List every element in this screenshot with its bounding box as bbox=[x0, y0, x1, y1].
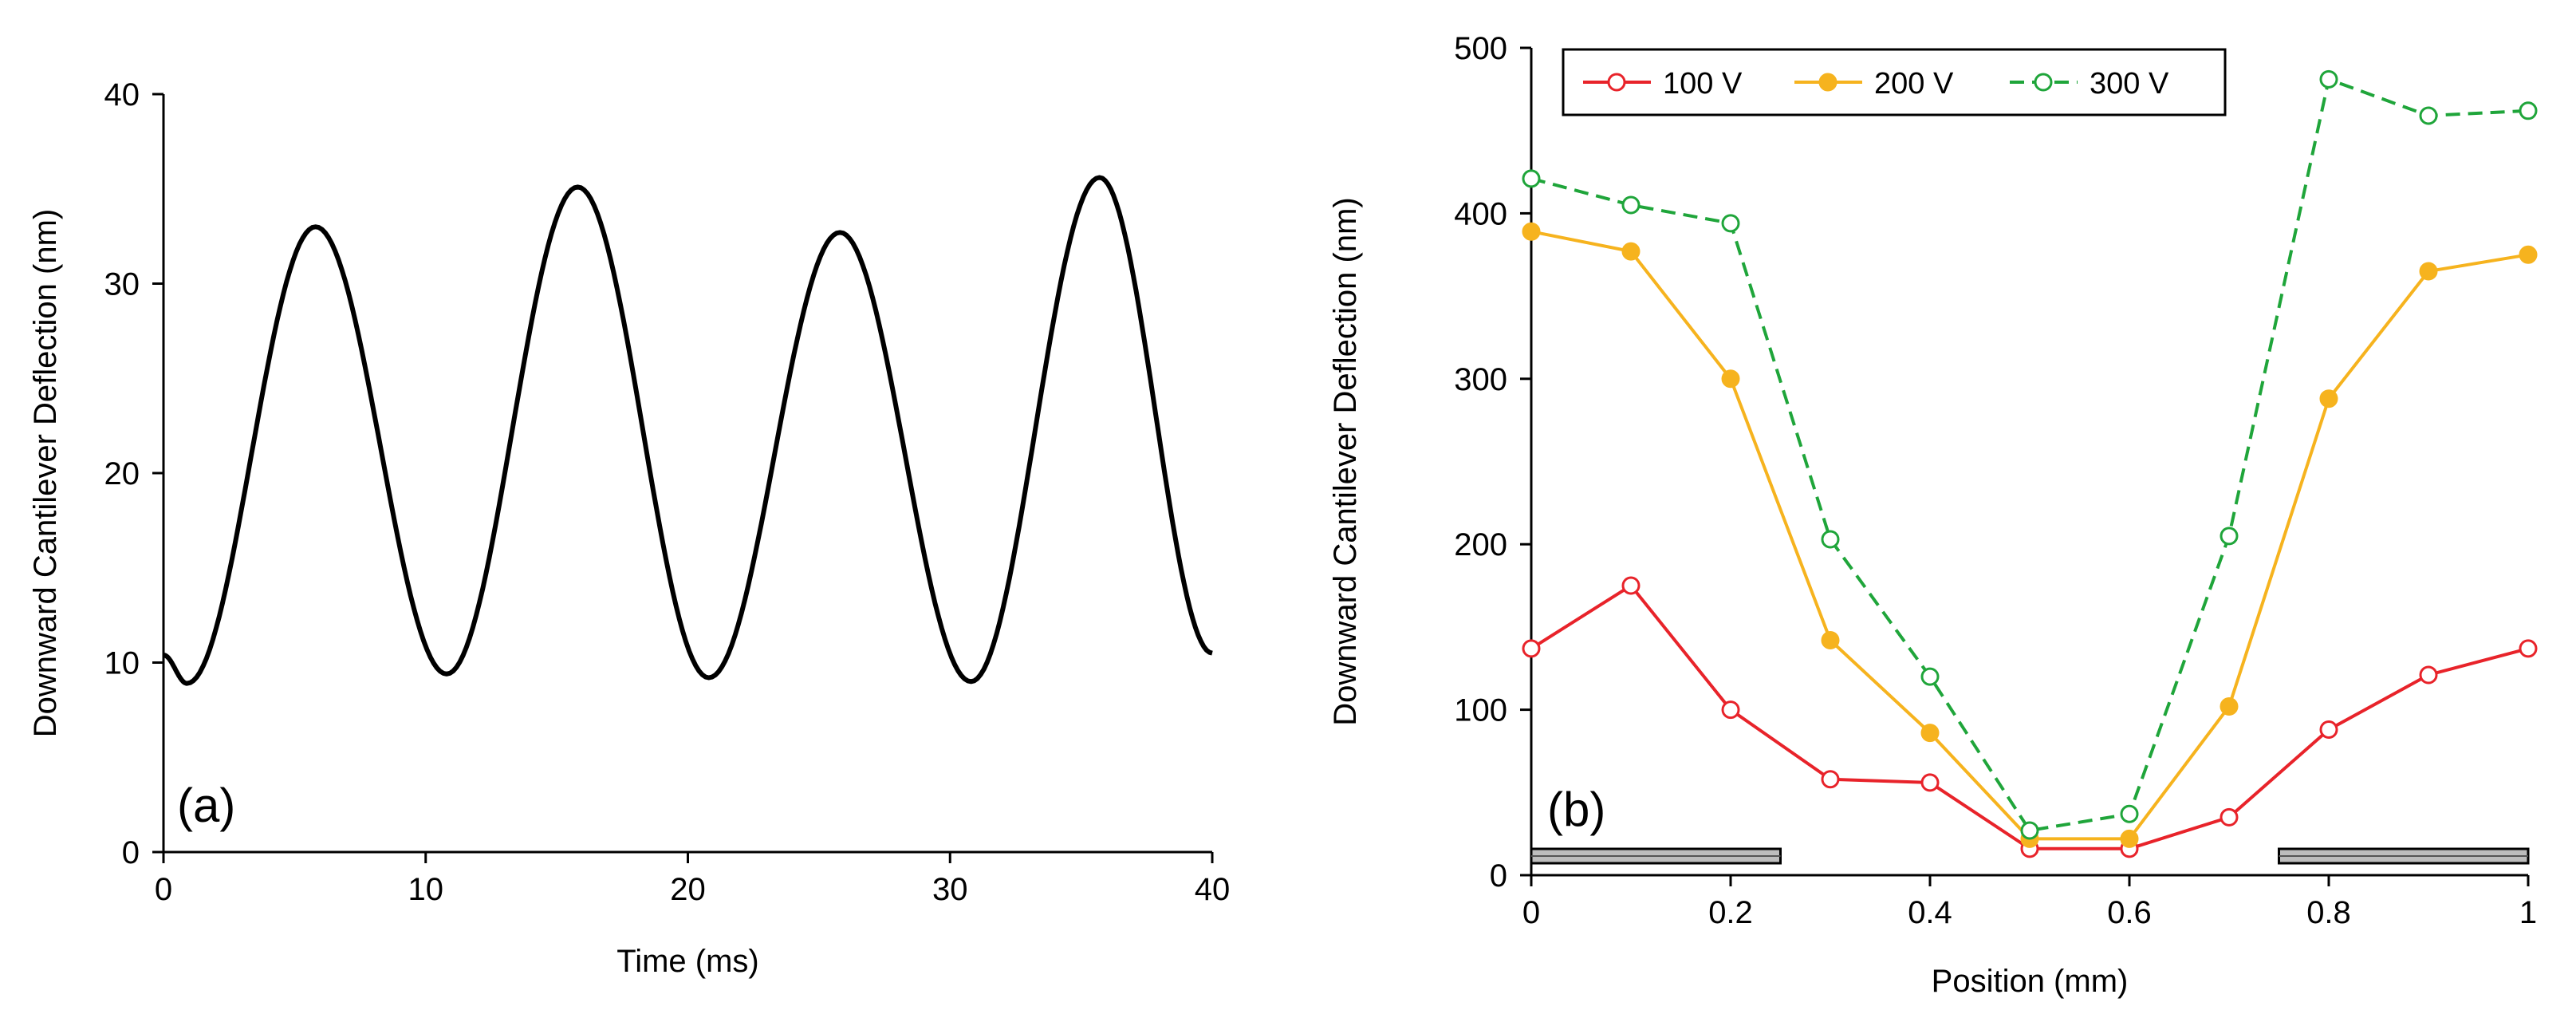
x-tick-label: 20 bbox=[670, 872, 706, 907]
y-tick-label: 20 bbox=[104, 456, 140, 491]
panel-b-chart: 0 100 200 300 400 500 0 0.2 0.4 0.6 0.8 1 Position (… bbox=[1328, 31, 2538, 999]
data-point bbox=[1621, 195, 1641, 215]
y-tick-label: 500 bbox=[1454, 31, 1507, 66]
data-point bbox=[2519, 101, 2538, 120]
panel-label-b: (b) bbox=[1547, 783, 1605, 836]
y-tick-label: 200 bbox=[1454, 527, 1507, 562]
x-tick-label: 0.4 bbox=[1908, 895, 1952, 930]
y-tick-label: 0 bbox=[122, 835, 140, 870]
panel-label-a: (a) bbox=[177, 779, 235, 832]
y-tick-label: 40 bbox=[104, 77, 140, 112]
y-tick-label: 400 bbox=[1454, 196, 1507, 231]
series-line-100-V bbox=[1530, 584, 2529, 850]
legend-label: 200 V bbox=[1874, 67, 1954, 101]
legend-label: 300 V bbox=[2090, 67, 2169, 101]
legend-label: 100 V bbox=[1663, 67, 1743, 101]
x-tick-label: 30 bbox=[932, 872, 968, 907]
data-point bbox=[1821, 770, 1840, 789]
y-tick-label: 100 bbox=[1454, 693, 1507, 728]
y-tick-label: 300 bbox=[1454, 362, 1507, 397]
data-point bbox=[2419, 106, 2438, 125]
legend: 100 V 200 V 300 V bbox=[1562, 48, 2227, 116]
x-tick-label: 0.2 bbox=[1708, 895, 1753, 930]
data-point bbox=[1721, 700, 1740, 720]
data-point bbox=[1821, 530, 1840, 549]
data-point bbox=[1522, 222, 1541, 241]
data-point bbox=[1920, 667, 1940, 686]
data-point bbox=[2419, 665, 2438, 685]
data-point bbox=[2220, 696, 2239, 716]
data-point bbox=[2120, 804, 2139, 823]
data-point bbox=[2120, 829, 2139, 848]
data-point bbox=[1721, 369, 1740, 389]
x-tick-label: 0 bbox=[155, 872, 172, 907]
data-point bbox=[2519, 245, 2538, 264]
x-axis-title: Position (mm) bbox=[1932, 964, 2129, 999]
series-line-200-V bbox=[1530, 230, 2529, 841]
data-point bbox=[2319, 389, 2338, 408]
legend-marker bbox=[2034, 73, 2053, 92]
data-point bbox=[1721, 214, 1740, 233]
x-tick-label: 40 bbox=[1195, 872, 1231, 907]
data-point bbox=[1522, 639, 1541, 658]
series-line-deflection bbox=[161, 175, 1213, 686]
x-tick-label: 0 bbox=[1522, 895, 1540, 930]
data-point bbox=[2319, 69, 2338, 89]
legend-box bbox=[1562, 48, 2227, 116]
data-point bbox=[2319, 720, 2338, 739]
data-point bbox=[1920, 773, 1940, 792]
x-tick-label: 0.8 bbox=[2306, 895, 2351, 930]
y-tick-label: 10 bbox=[104, 646, 140, 681]
legend-marker bbox=[1607, 73, 1626, 92]
y-axis-title: Downward Cantilever Deflection (nm) bbox=[1328, 197, 1363, 725]
data-point bbox=[1522, 169, 1541, 188]
data-point bbox=[1821, 630, 1840, 649]
data-point bbox=[2020, 821, 2039, 840]
y-axis-title: Downward Cantilever Deflection (nm) bbox=[28, 209, 63, 737]
y-tick-label: 0 bbox=[1490, 858, 1507, 894]
y-tick-label: 30 bbox=[104, 267, 140, 302]
data-point bbox=[1621, 242, 1641, 261]
legend-marker bbox=[1818, 73, 1837, 92]
x-tick-label: 1 bbox=[2519, 895, 2537, 930]
data-point bbox=[1920, 724, 1940, 743]
x-axis-title: Time (ms) bbox=[616, 944, 758, 979]
data-point bbox=[2220, 807, 2239, 827]
data-point bbox=[2519, 639, 2538, 658]
series-line-300-V bbox=[1530, 77, 2529, 832]
data-point bbox=[1621, 576, 1641, 595]
x-tick-label: 10 bbox=[408, 872, 444, 907]
data-point bbox=[2419, 262, 2438, 281]
x-tick-label: 0.6 bbox=[2107, 895, 2152, 930]
data-point bbox=[2220, 527, 2239, 546]
panel-a-chart: 0 10 20 30 40 0 10 20 30 40 Time (ms) Downward Cant… bbox=[28, 77, 1230, 979]
